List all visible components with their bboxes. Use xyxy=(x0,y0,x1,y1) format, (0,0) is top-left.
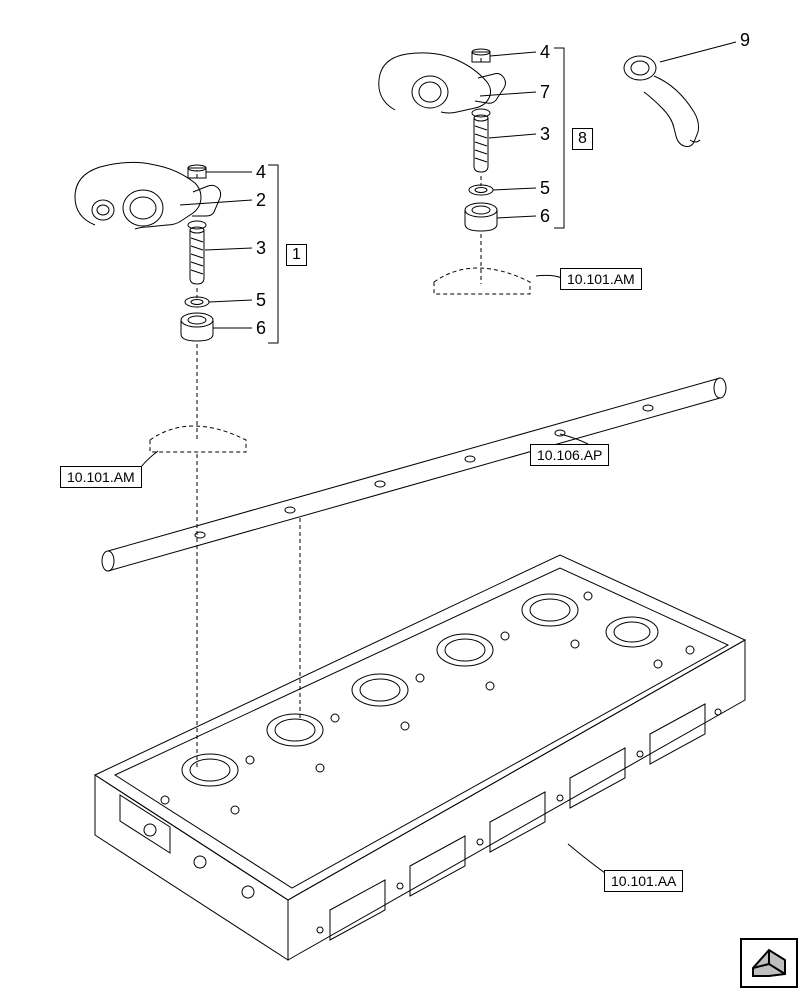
callout-3-right: 3 xyxy=(540,124,550,145)
callout-9: 9 xyxy=(740,30,750,51)
callout-4-left: 4 xyxy=(256,162,266,183)
adjuster-screw-left xyxy=(188,221,206,284)
callout-boxed-8: 8 xyxy=(572,128,593,150)
callout-6-right: 6 xyxy=(540,206,550,227)
callout-2: 2 xyxy=(256,190,266,211)
ref-10101am-left: 10.101.AM xyxy=(60,466,142,488)
cylinder-head xyxy=(95,555,745,960)
next-page-icon[interactable] xyxy=(740,938,798,988)
ref-10101am-right: 10.101.AM xyxy=(560,268,642,290)
washer-bushing-right xyxy=(465,185,497,231)
callout-7: 7 xyxy=(540,82,550,103)
rocker-arm-left xyxy=(75,162,221,229)
rocker-arm-right xyxy=(379,49,506,113)
rocker-shaft xyxy=(102,378,726,571)
callout-4-right: 4 xyxy=(540,42,550,63)
callout-6-left: 6 xyxy=(256,318,266,339)
callout-3-left: 3 xyxy=(256,238,266,259)
callout-5-left: 5 xyxy=(256,290,266,311)
adjuster-screw-right xyxy=(472,109,490,172)
washer-bushing-left xyxy=(181,297,213,341)
parts-diagram xyxy=(0,0,812,1000)
pedestal-left xyxy=(150,426,246,452)
callout-5-right: 5 xyxy=(540,178,550,199)
ref-10101aa: 10.101.AA xyxy=(604,870,683,892)
pedestal-right xyxy=(434,268,530,294)
callout-boxed-1: 1 xyxy=(286,244,307,266)
lever-item9 xyxy=(624,56,700,147)
ref-10106ap: 10.106.AP xyxy=(530,444,609,466)
